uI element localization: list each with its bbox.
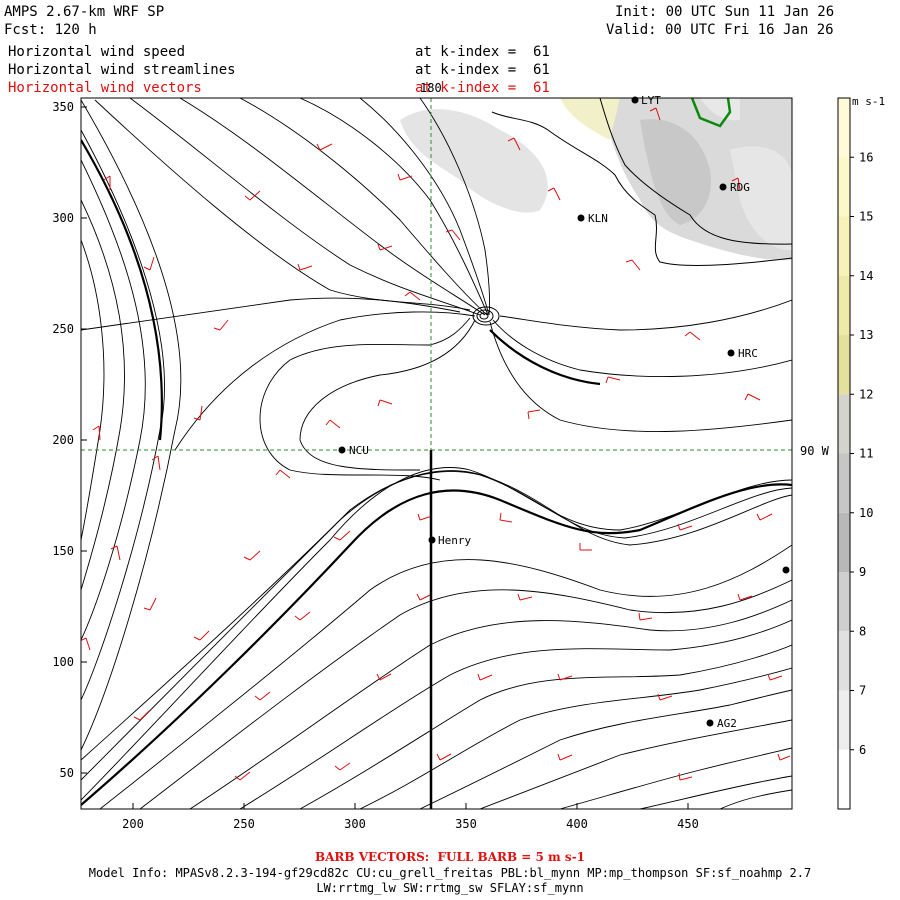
station-kln: KLN <box>577 212 608 225</box>
station-hrc: HRC <box>727 347 758 360</box>
svg-text:RDG: RDG <box>730 181 750 194</box>
model-title: AMPS 2.67-km WRF SP <box>4 4 165 20</box>
colorbar-label: 13 <box>859 328 873 342</box>
colorbar-label: 9 <box>859 565 866 579</box>
colorbar-swatch <box>838 216 850 276</box>
colorbar-label: 14 <box>859 269 873 283</box>
x-tick: 400 <box>566 817 588 831</box>
station-edge <box>782 566 790 574</box>
station-ncu: NCU <box>338 444 369 457</box>
svg-text:HRC: HRC <box>738 347 758 360</box>
strong-streamlines <box>81 139 792 806</box>
x-tick: 250 <box>233 817 255 831</box>
colorbar-label: 15 <box>859 210 873 224</box>
colorbar-swatch <box>838 512 850 572</box>
x-tick: 200 <box>122 817 144 831</box>
barb-legend: BARB VECTORS: FULL BARB = 5 m s-1 <box>314 850 586 864</box>
y-tick: 250 <box>52 322 74 336</box>
y-tick: 50 <box>60 766 74 780</box>
colorbar-swatch <box>838 157 850 217</box>
map-frame <box>80 97 793 810</box>
colorbar-label: 6 <box>859 743 866 757</box>
field-level-speed: at k-index = 61 <box>415 44 550 60</box>
field-name-speed: Horizontal wind speed <box>8 44 186 60</box>
x-tick-labels: 200 250 300 350 400 450 <box>122 817 699 831</box>
colorbar-swatch <box>838 690 850 750</box>
x-tick: 300 <box>344 817 366 831</box>
svg-text:Henry: Henry <box>438 534 471 547</box>
colorbar-label: 8 <box>859 624 866 638</box>
colorbar-swatch <box>838 335 850 395</box>
svg-text:KLN: KLN <box>588 212 608 225</box>
station-ag2: AG2 <box>706 717 737 730</box>
colorbar-swatch <box>838 453 850 513</box>
init-time: Init: 00 UTC Sun 11 Jan 26 <box>615 4 835 20</box>
colorbar: 16 15 14 13 12 11 10 9 8 7 6 <box>837 97 873 810</box>
stations: LYT RDG KLN HRC NCU Henry AG2 <box>338 94 790 730</box>
y-tick: 300 <box>52 211 74 225</box>
forecast-hour: Fcst: 120 h <box>4 22 97 38</box>
axis-ticks <box>81 106 689 809</box>
svg-text:AG2: AG2 <box>717 717 737 730</box>
field-name-streamlines: Horizontal wind streamlines <box>8 62 236 78</box>
colorbar-label: 11 <box>859 447 873 461</box>
green-boundary <box>690 98 732 128</box>
colorbar-unit: m s-1 <box>852 95 885 108</box>
y-tick-labels: 350 300 250 200 150 100 50 <box>52 100 74 780</box>
colorbar-label: 10 <box>859 506 873 520</box>
colorbar-label: 7 <box>859 684 866 698</box>
colorbar-swatch <box>838 98 850 158</box>
x-tick: 350 <box>455 817 477 831</box>
streamlines <box>81 98 792 809</box>
y-tick: 350 <box>52 100 74 114</box>
station-rdg: RDG <box>719 181 750 194</box>
y-tick: 150 <box>52 544 74 558</box>
colorbar-swatch <box>838 572 850 632</box>
model-info: Model Info: MPASv8.2.3-194-gf29cd82c CU:… <box>88 866 812 880</box>
meridian-label: 180 <box>420 81 442 95</box>
vortex-center <box>472 306 500 326</box>
field-level-vectors: at k-index = 61 <box>415 80 550 96</box>
colorbar-label: 12 <box>859 387 873 401</box>
model-info-physics: LW:rrtmg_lw SW:rrtmg_sw SFLAY:sf_mynn <box>316 881 584 895</box>
field-level-streamlines: at k-index = 61 <box>415 62 550 78</box>
wind-speed-shading <box>400 98 792 261</box>
valid-time: Valid: 00 UTC Fri 16 Jan 26 <box>606 22 834 38</box>
svg-text:NCU: NCU <box>349 444 369 457</box>
y-tick: 200 <box>52 433 74 447</box>
map-panel: 180 90 W LYT RDG KLN HRC NCU Henry AG2 <box>52 81 829 831</box>
parallel-label: 90 W <box>800 444 830 458</box>
station-henry: Henry <box>428 534 471 547</box>
wind-barbs <box>81 107 791 781</box>
x-tick: 450 <box>677 817 699 831</box>
field-name-vectors: Horizontal wind vectors <box>8 80 202 96</box>
colorbar-swatch <box>838 631 850 691</box>
colorbar-swatch <box>838 275 850 335</box>
svg-text:LYT: LYT <box>641 94 661 107</box>
colorbar-label: 16 <box>859 150 873 164</box>
y-tick: 100 <box>52 655 74 669</box>
colorbar-swatch <box>838 394 850 454</box>
colorbar-swatch <box>838 749 850 809</box>
coastlines <box>491 98 792 266</box>
